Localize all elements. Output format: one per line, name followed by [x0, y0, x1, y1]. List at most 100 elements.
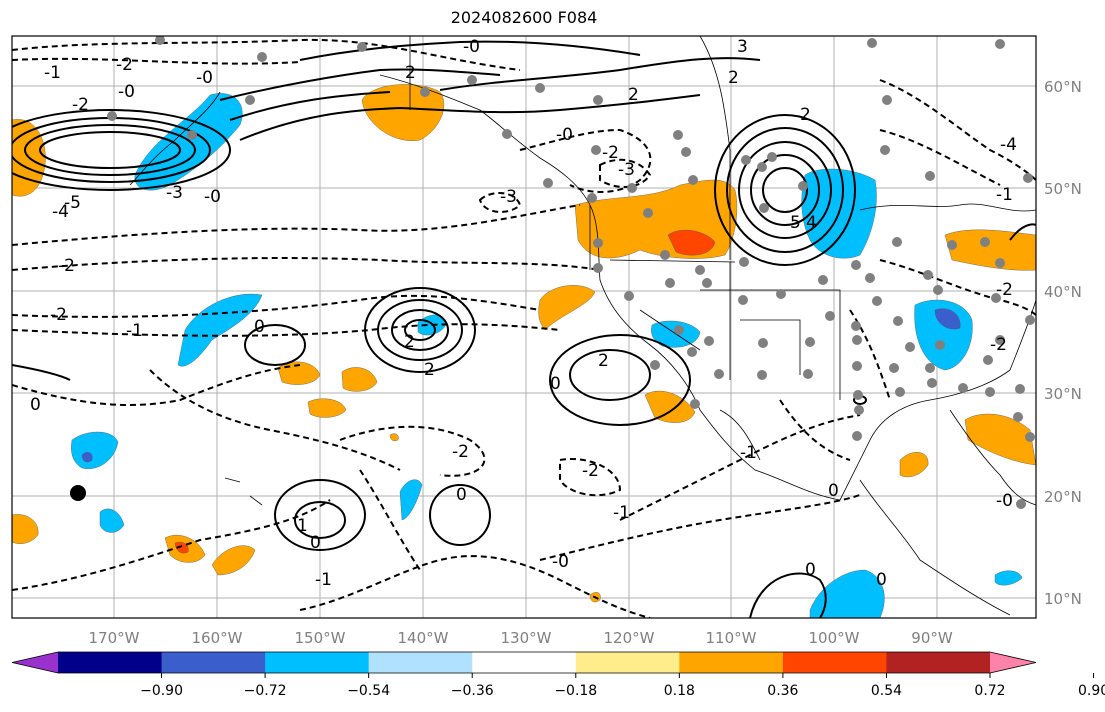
negative-anomaly-area: [177, 293, 263, 367]
contour-label: 2: [424, 360, 435, 380]
colorbar-segment: [58, 652, 163, 673]
positive-anomaly-area: [944, 229, 1036, 271]
coastlines: [129, 36, 1036, 616]
lat-label: 40°N: [1044, 283, 1082, 301]
colorbar-extend-low: [12, 652, 58, 673]
positive-anomaly-area: [899, 452, 929, 478]
contour-label: -0: [552, 552, 569, 572]
contour-label: 0: [254, 317, 265, 337]
lon-label: 100°W: [809, 629, 860, 647]
colorbar-tick-label: −0.18: [554, 683, 597, 699]
colorbar-tick-label: 0.72: [974, 683, 1005, 699]
contour-label: -3: [166, 183, 183, 203]
contour-label: -3: [618, 160, 635, 180]
contour-label: 2: [598, 351, 609, 371]
colorbar-tick-label: 0.36: [767, 683, 798, 699]
lon-label: 170°W: [89, 629, 140, 647]
contour-label: 2: [728, 68, 739, 88]
positive-anomaly-area: [389, 433, 399, 441]
contour-label-group: -2 -1 -0 -0 -2 -5 -4 -3 -0 -2 -2 -1 0 0 …: [30, 37, 1017, 590]
contour-label: -5: [64, 193, 81, 213]
contour-label: 0: [30, 395, 41, 415]
colorbar-segment: [265, 652, 370, 673]
contour-label: -2: [50, 305, 67, 325]
contour-label: -0: [204, 187, 221, 207]
colorbar-segment: [679, 652, 784, 673]
map-frame: [11, 35, 1037, 619]
contour-label: -2: [990, 335, 1007, 355]
colorbar-tick-label: −0.72: [244, 683, 287, 699]
colorbar-extend-high: [990, 652, 1036, 673]
contour-label: -1: [315, 570, 332, 590]
negative-anomaly-area: [134, 93, 243, 191]
contour-label: 0: [550, 374, 561, 394]
contour-label: -3: [500, 187, 517, 207]
lon-label: 140°W: [398, 629, 449, 647]
contour-label: -2: [58, 256, 75, 276]
map-title: 2024082600 F084: [450, 8, 598, 27]
negative-anomaly-area: [99, 508, 125, 533]
contour-label: -1: [996, 185, 1013, 205]
contour-label: -0: [463, 37, 480, 57]
contour-label: 1: [297, 516, 308, 536]
colorbar-segment: [161, 652, 266, 673]
latitude-labels: 60°N 50°N 40°N 30°N 20°N 10°N: [1044, 78, 1082, 608]
contour-label: -2: [452, 442, 469, 462]
strong-positive-anomaly-area: [667, 229, 716, 256]
contour-label: -2: [72, 95, 89, 115]
contour-label: -4: [1000, 135, 1017, 155]
lat-label: 30°N: [1044, 385, 1082, 403]
lon-label: 150°W: [295, 629, 346, 647]
positive-anomaly-area: [361, 84, 445, 141]
contour-label: 0: [805, 560, 816, 580]
contour-label: 2: [405, 63, 416, 83]
contour-label: 2: [800, 105, 811, 125]
contour-label: -0: [118, 82, 135, 102]
positive-anomaly-area: [964, 413, 1036, 466]
strong-positive-anomaly-area: [174, 541, 189, 554]
highlight-marker: [70, 485, 86, 501]
contour-label: -2: [116, 55, 133, 75]
contour-label: 4: [806, 213, 817, 233]
colorbar-tick-label: 0.18: [664, 683, 695, 699]
contour-label: -1: [126, 321, 143, 341]
contour-label: -1: [740, 443, 757, 463]
negative-anomaly-area: [399, 479, 423, 521]
station-markers: [107, 36, 1035, 509]
shaded-anomalies: [12, 84, 1036, 618]
contour-label: -2: [996, 280, 1013, 300]
contour-label: 3: [737, 37, 748, 57]
contour-label: 0: [310, 533, 321, 553]
lat-label: 20°N: [1044, 488, 1082, 506]
colorbar: −0.90 −0.72 −0.54 −0.36 −0.18 0.18 0.36 0.54 0.7…: [11, 651, 1105, 699]
contour-label: -1: [613, 503, 630, 523]
positive-anomaly-area: [211, 545, 256, 576]
contour-label: 2: [628, 85, 639, 105]
contour-label: -2: [582, 461, 599, 481]
colorbar-tick-label: 0.54: [871, 683, 902, 699]
contour-label: -4: [52, 202, 69, 222]
contour-label: -1: [44, 63, 61, 83]
lat-label: 60°N: [1044, 78, 1082, 96]
colorbar-segment: [782, 652, 887, 673]
colorbar-tick-label: −0.90: [140, 683, 183, 699]
positive-anomaly-area: [307, 398, 347, 418]
negative-anomaly-area: [994, 570, 1023, 586]
contour-label: -0: [556, 125, 573, 145]
contour-label: 2: [404, 332, 415, 352]
lon-label: 90°W: [911, 629, 953, 647]
colorbar-tick-label: −0.54: [347, 683, 390, 699]
lat-label: 10°N: [1044, 590, 1082, 608]
lon-label: 110°W: [706, 629, 757, 647]
colorbar-segment: [575, 652, 680, 673]
positive-anomaly-area: [341, 367, 378, 392]
contour-label: 0: [456, 485, 467, 505]
contour-label: -0: [196, 68, 213, 88]
colorbar-tick-label: −0.36: [451, 683, 494, 699]
lon-label: 160°W: [192, 629, 243, 647]
contour-label: 5: [790, 213, 801, 233]
contours-positive: [12, 40, 1036, 618]
colorbar-segment: [472, 652, 577, 673]
contour-label: 0: [828, 481, 839, 501]
positive-anomaly-area: [538, 285, 596, 331]
